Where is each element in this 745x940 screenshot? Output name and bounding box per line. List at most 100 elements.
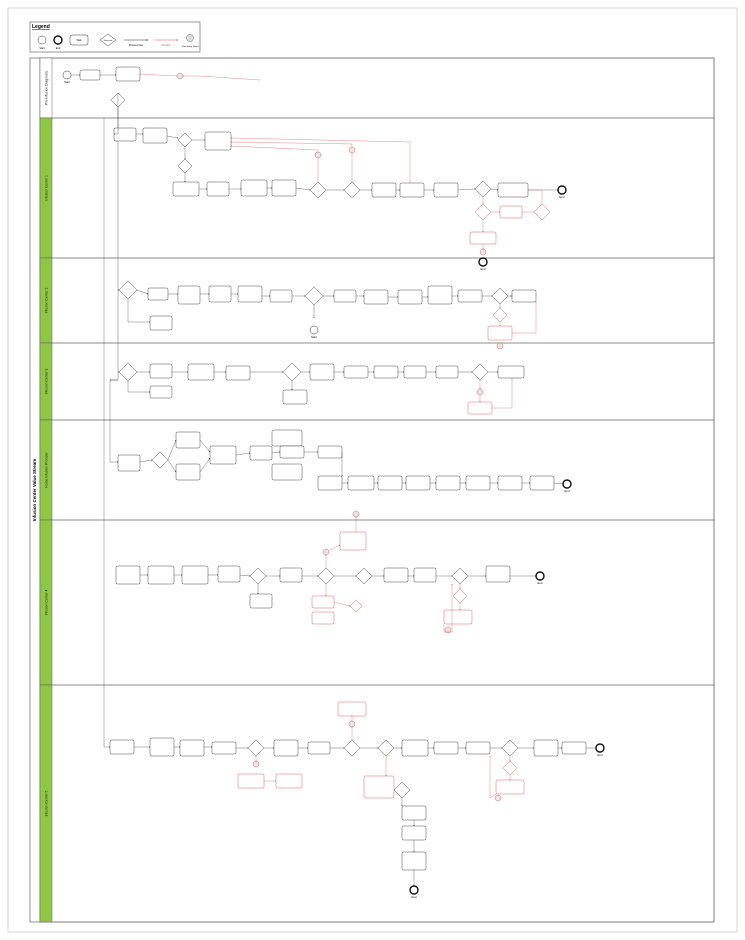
lane-label: Infusion Center 3 [45, 368, 49, 394]
time-delay-event [479, 248, 487, 256]
rework-flow [139, 73, 178, 77]
lane-7: Infusion Center 5 [39, 684, 715, 923]
end-event [409, 885, 419, 895]
task [179, 739, 205, 757]
process-flow [553, 482, 564, 485]
legend-title: Legend [32, 24, 50, 30]
legend-decision-label: Decision [104, 40, 113, 42]
lanes: Pre-Infusion Diagnosis Infusion Center 1 I… [39, 57, 715, 923]
process-flow [235, 452, 251, 456]
task [225, 365, 251, 381]
legend-task-label: Task [76, 39, 82, 42]
task [397, 289, 423, 305]
task [249, 593, 273, 609]
start-label: Start [64, 80, 70, 84]
process-flow [103, 118, 111, 748]
task [273, 739, 299, 757]
task [237, 285, 263, 303]
task [271, 429, 303, 447]
end-event [557, 185, 567, 195]
task [147, 565, 175, 585]
task [249, 445, 273, 461]
time-delay-event [252, 760, 260, 768]
process-flow [127, 381, 151, 393]
task [147, 287, 169, 301]
end-label: End [412, 895, 417, 899]
task [311, 595, 335, 609]
rework-flow [230, 141, 353, 182]
end-event [562, 479, 572, 489]
time-delay-event [176, 72, 184, 80]
end-label: End [565, 489, 570, 493]
task [435, 365, 459, 379]
task [435, 475, 461, 491]
task [433, 182, 459, 198]
task [497, 182, 529, 198]
end-label: End [560, 195, 565, 199]
rework-flow [329, 544, 341, 551]
process-flow [167, 439, 177, 461]
decision-gateway [151, 451, 169, 469]
task [401, 805, 427, 821]
task [237, 773, 265, 789]
lane-header [39, 684, 53, 923]
task [343, 365, 369, 379]
task [401, 739, 429, 757]
task [333, 289, 357, 303]
process-flow [166, 135, 179, 139]
time-delay-event [348, 146, 356, 154]
task [113, 127, 137, 142]
task [115, 565, 141, 585]
time-delay-event [496, 342, 504, 350]
end-label: End [538, 581, 543, 585]
task [469, 231, 497, 245]
task [405, 475, 431, 491]
legend: Legend Start End Task Decision Process f… [29, 21, 201, 53]
task [149, 737, 175, 757]
lane-label: Home Infusion Provider [45, 451, 49, 487]
task [427, 285, 453, 305]
rework-flow [230, 137, 411, 183]
rework-flow [182, 75, 261, 81]
task [399, 182, 425, 198]
decision-gateway [309, 181, 327, 199]
task [175, 431, 201, 449]
task [339, 531, 367, 551]
task [149, 385, 173, 399]
task [371, 182, 397, 198]
task [363, 289, 389, 305]
process-flow [139, 459, 153, 463]
process-flow [136, 289, 149, 295]
legend-start-icon [37, 35, 47, 45]
task [175, 463, 201, 481]
task [172, 181, 200, 197]
process-flow [199, 439, 211, 453]
task [363, 775, 395, 799]
task [275, 773, 303, 789]
task [401, 851, 427, 871]
task [383, 567, 409, 583]
task [347, 475, 375, 491]
process-flow [457, 188, 476, 191]
task [109, 739, 135, 755]
rework-flow [489, 755, 497, 799]
task [443, 609, 473, 625]
legend-decision-icon [99, 33, 117, 47]
process-flow [490, 188, 499, 191]
task [377, 475, 403, 491]
end-label: End [598, 753, 603, 757]
lane-label: Infusion Center 1 [45, 175, 49, 201]
task [373, 365, 399, 379]
task [433, 741, 459, 755]
rework-flow [492, 377, 513, 409]
task [307, 741, 331, 755]
legend-box [29, 21, 201, 53]
task [401, 825, 427, 841]
task [271, 179, 297, 197]
process-flow [109, 379, 119, 463]
legend-rework-label: Rework [162, 44, 171, 47]
process-flow [295, 187, 311, 191]
task [79, 69, 101, 81]
task [211, 741, 237, 755]
